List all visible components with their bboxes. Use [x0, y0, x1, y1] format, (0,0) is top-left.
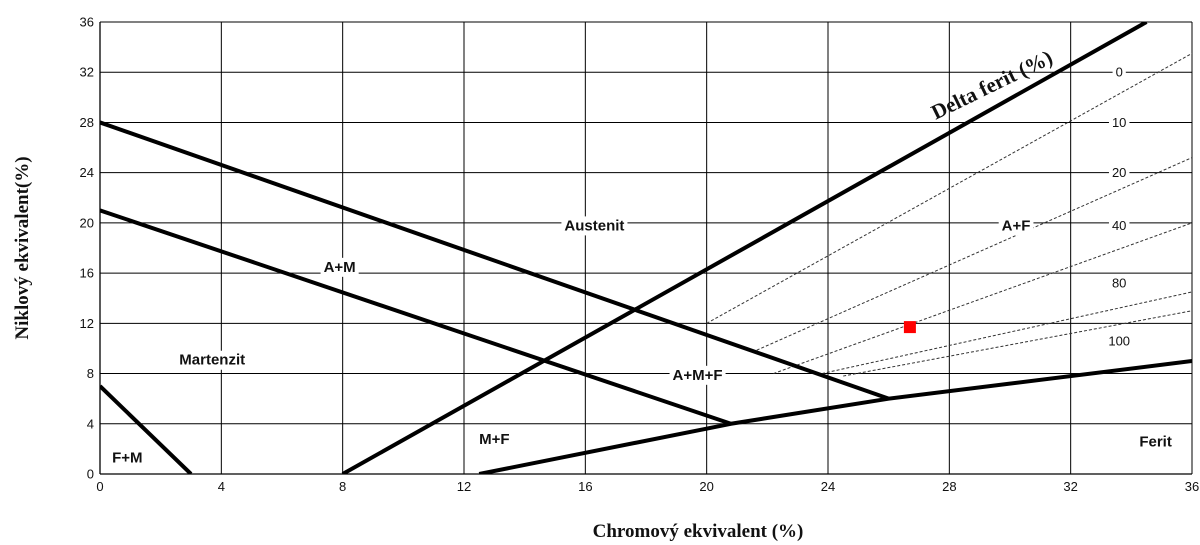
ferrite-line-20 [773, 222, 1192, 375]
region-austenit: Austenit [564, 217, 624, 234]
region-a-m-f-bg [669, 365, 726, 385]
delta-ferrite-line [341, 22, 1148, 474]
ferrite-line-80 [843, 310, 1192, 377]
ferrite-label-100: 100 [1108, 333, 1130, 348]
ferrite-label-20: 20 [1112, 165, 1126, 180]
region-martenzit: Martenzit [179, 352, 245, 369]
y-tick-6: 24 [80, 165, 94, 180]
y-axis-title: Niklový ekvivalent(%) [12, 156, 33, 339]
ferrite-line-10 [751, 157, 1192, 353]
x-tick-7: 28 [942, 479, 956, 494]
region-a-f: A+F [1002, 217, 1031, 234]
phase-boundaries [100, 22, 1192, 474]
region-a-m: A+M [324, 259, 356, 276]
region-ferit-bg [1136, 432, 1175, 452]
x-tick-0: 0 [96, 479, 103, 494]
ferrite-label-0: 0 [1116, 65, 1123, 80]
ferrite-line-40 [821, 291, 1192, 375]
region-labels: 0 10 20 40 80 100 Austenit A+M Martenzit A+M+F M+F… [109, 45, 1175, 468]
ferrite-label-20-bg [1108, 164, 1130, 182]
x-tick-4: 16 [578, 479, 592, 494]
austenite-upper-line [100, 120, 890, 401]
x-tick-9: 36 [1185, 479, 1199, 494]
am-boundary-line [100, 208, 732, 426]
region-a-f-bg [998, 216, 1034, 236]
ferrite-label-0-bg [1112, 63, 1126, 81]
fm-boundary-line [100, 384, 193, 474]
x-axis-title: Chromový ekvivalent (%) [593, 521, 804, 542]
y-tick-9: 36 [80, 15, 94, 30]
x-tick-2: 8 [339, 479, 346, 494]
y-tick-5: 20 [80, 215, 94, 230]
tick-labels: 0 4 8 12 16 20 24 28 32 36 0 4 8 12 16 20 24 28 32 36 [80, 15, 1200, 495]
region-ferit: Ferit [1139, 433, 1172, 450]
region-a-m-bg [320, 257, 359, 277]
region-m-f-bg [476, 429, 513, 449]
y-tick-8: 32 [80, 65, 94, 80]
region-f-m-bg [109, 448, 146, 468]
x-tick-8: 32 [1063, 479, 1077, 494]
region-m-f: M+F [479, 431, 509, 448]
y-tick-4: 16 [80, 266, 94, 281]
y-tick-3: 12 [80, 316, 94, 331]
ferrite-lines [706, 52, 1192, 377]
region-f-m: F+M [112, 450, 142, 467]
y-tick-2: 8 [87, 366, 94, 381]
y-tick-1: 4 [87, 416, 94, 431]
x-tick-1: 4 [218, 479, 225, 494]
x-tick-3: 12 [457, 479, 471, 494]
region-austenit-bg [561, 216, 628, 236]
region-martenzit-bg [176, 350, 249, 370]
region-a-m-f: A+M+F [673, 367, 723, 384]
ferrite-label-10-bg [1108, 113, 1130, 131]
sample-marker [903, 321, 916, 334]
ferrite-label-40: 40 [1112, 218, 1126, 233]
y-tick-0: 0 [87, 467, 94, 482]
ferrite-line-0 [706, 52, 1192, 324]
ferrite-label-40-bg [1108, 216, 1130, 234]
ferrite-label-10: 10 [1112, 115, 1126, 130]
ferrite-boundary-line [478, 359, 1192, 474]
grid [99, 21, 1193, 475]
ferrite-label-80: 80 [1112, 276, 1126, 291]
x-tick-5: 20 [699, 479, 713, 494]
y-tick-7: 28 [80, 115, 94, 130]
ferrite-label-80-bg [1108, 274, 1130, 292]
x-tick-6: 24 [821, 479, 835, 494]
ferrite-label-100-bg [1105, 332, 1134, 350]
